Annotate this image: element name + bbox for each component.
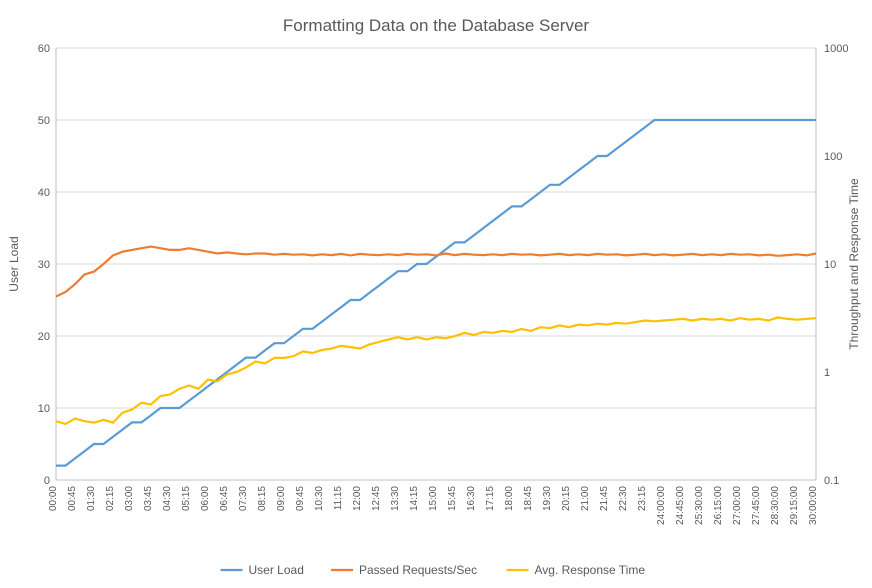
ytick-right: 100 <box>824 151 842 163</box>
xtick-label: 10:30 <box>314 486 325 511</box>
legend-label: User Load <box>249 563 304 577</box>
xtick-label: 03:00 <box>124 486 135 511</box>
xtick-label: 06:00 <box>200 486 211 511</box>
ytick-left: 30 <box>38 259 50 271</box>
ytick-left: 10 <box>38 403 50 415</box>
ytick-right: 1000 <box>824 43 848 55</box>
chart-title: Formatting Data on the Database Server <box>0 16 872 36</box>
xtick-label: 30:00:00 <box>808 486 819 525</box>
xtick-label: 27:45:00 <box>751 486 762 525</box>
xtick-label: 20:15 <box>561 486 572 511</box>
xtick-label: 04:30 <box>162 486 173 511</box>
xtick-label: 28:30:00 <box>770 486 781 525</box>
ytick-left: 50 <box>38 115 50 127</box>
xtick-label: 26:15:00 <box>713 486 724 525</box>
legend-label: Avg. Response Time <box>535 563 646 577</box>
chart-svg: 0 10 20 30 40 50 60 0.1 1 10 100 1000 00:00 00:45 01:3… <box>0 0 872 588</box>
xtick-label: 05:15 <box>181 486 192 511</box>
ytick-right: 0.1 <box>824 475 839 487</box>
xtick-label: 24:45:00 <box>675 486 686 525</box>
y-left-label: User Load <box>7 236 21 291</box>
ytick-left: 20 <box>38 331 50 343</box>
xtick-label: 24:00:00 <box>656 486 667 525</box>
xtick-label: 16:30 <box>466 486 477 511</box>
series-passed-requests-sec <box>56 247 816 297</box>
xtick-label: 12:00 <box>352 486 363 511</box>
xtick-label: 09:00 <box>276 486 287 511</box>
xtick-label: 17:15 <box>485 486 496 511</box>
xtick-label: 18:00 <box>504 486 515 511</box>
xtick-label: 27:00:00 <box>732 486 743 525</box>
xtick-label: 29:15:00 <box>789 486 800 525</box>
xtick-label: 18:45 <box>523 486 534 511</box>
chart-container: Formatting Data on the Database Server 0… <box>0 0 872 588</box>
xtick-label: 22:30 <box>618 486 629 511</box>
xtick-label: 03:45 <box>143 486 154 511</box>
ytick-left: 60 <box>38 43 50 55</box>
xtick-label: 13:30 <box>390 486 401 511</box>
ytick-right: 10 <box>824 259 836 271</box>
xtick-label: 09:45 <box>295 486 306 511</box>
xtick-label: 07:30 <box>238 486 249 511</box>
ytick-left: 40 <box>38 187 50 199</box>
xtick-label: 23:15 <box>637 486 648 511</box>
legend-label: Passed Requests/Sec <box>359 563 477 577</box>
xtick-label: 14:15 <box>409 486 420 511</box>
xtick-label: 19:30 <box>542 486 553 511</box>
xtick-label: 02:15 <box>105 486 116 511</box>
xtick-label: 12:45 <box>371 486 382 511</box>
xtick-label: 06:45 <box>219 486 230 511</box>
xtick-label: 21:00 <box>580 486 591 511</box>
series-user-load <box>56 120 816 466</box>
xtick-label: 25:30:00 <box>694 486 705 525</box>
xtick-label: 15:00 <box>428 486 439 511</box>
xtick-label: 08:15 <box>257 486 268 511</box>
y-right-label: Throughput and Response Time <box>847 178 861 350</box>
xtick-label: 11:15 <box>333 486 344 511</box>
ytick-left: 0 <box>44 475 50 487</box>
xtick-label: 15:45 <box>447 486 458 511</box>
xtick-label: 21:45 <box>599 486 610 511</box>
xtick-label: 01:30 <box>86 486 97 511</box>
xtick-label: 00:45 <box>67 486 78 511</box>
xtick-label: 00:00 <box>48 486 59 511</box>
ytick-right: 1 <box>824 367 830 379</box>
